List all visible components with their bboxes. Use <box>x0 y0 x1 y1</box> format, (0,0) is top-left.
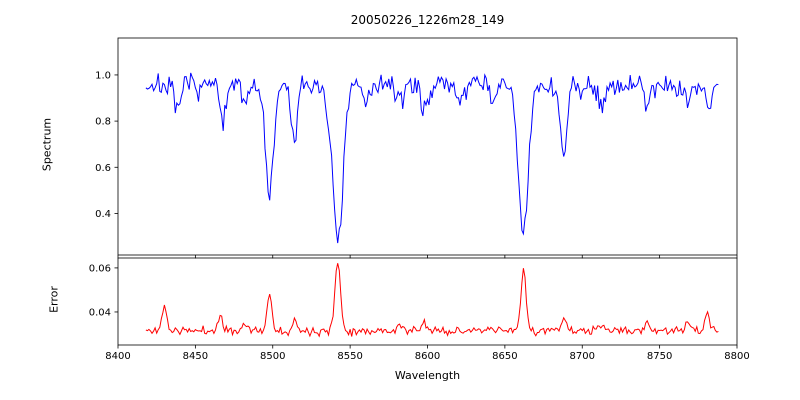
x-tick-label: 8450 <box>183 351 208 362</box>
x-axis-label: Wavelength <box>394 369 461 382</box>
x-tick-label: 8550 <box>337 351 362 362</box>
spectrum-line <box>145 72 719 244</box>
y-tick-label: 0.04 <box>89 307 111 318</box>
y-tick-label: 0.6 <box>95 163 111 174</box>
x-tick-label: 8400 <box>105 351 130 362</box>
y-tick-label: 0.4 <box>95 209 111 220</box>
plot-title: 20050226_1226m28_149 <box>350 13 505 27</box>
y-tick-label: 1.0 <box>95 70 111 81</box>
x-tick-label: 8800 <box>724 351 749 362</box>
error-axes-frame <box>117 257 738 346</box>
x-tick-label: 8650 <box>492 351 517 362</box>
y-tick-label: 0.8 <box>95 117 111 128</box>
x-tick-label: 8750 <box>647 351 672 362</box>
x-tick-label: 8500 <box>260 351 285 362</box>
error-line <box>145 263 719 338</box>
y-tick-label: 0.06 <box>89 263 111 274</box>
x-tick-label: 8700 <box>570 351 595 362</box>
x-tick-label: 8600 <box>415 351 440 362</box>
spectrum-axes-frame <box>117 37 738 256</box>
